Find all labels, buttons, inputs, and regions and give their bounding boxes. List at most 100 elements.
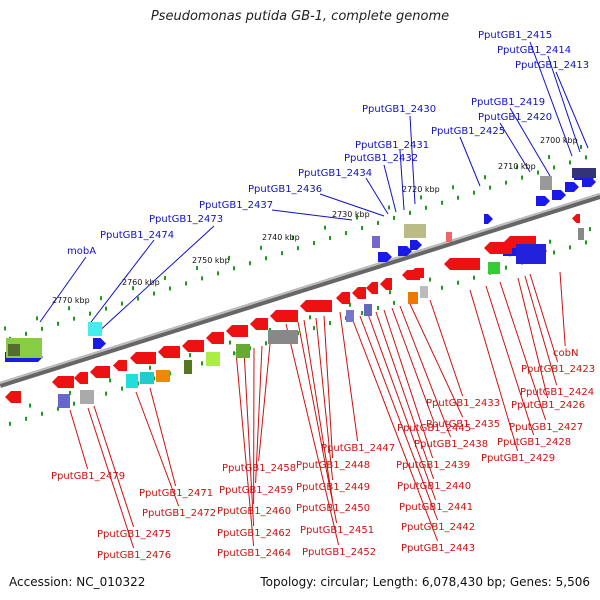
gene-label: PputGB1_2415 [478, 30, 552, 41]
outer-tick-lower [121, 387, 123, 391]
outer-tick-upper [297, 246, 299, 250]
ruler-labels: 2700 kbp2710 kbp2720 kbp2730 kbp2740 kbp… [52, 136, 578, 305]
gene-label: PputGB1_2473 [149, 214, 223, 225]
callout-line [94, 406, 134, 527]
gene-label: PputGB1_2424 [520, 387, 594, 398]
gene-labels: PputGB1_2415PputGB1_2414PputGB1_2413Pput… [51, 30, 595, 561]
gene-label: PputGB1_2448 [296, 460, 370, 471]
outer-tick-upper [521, 176, 523, 180]
minus-gene-arrow [300, 300, 332, 312]
minus-gene-arrow [90, 366, 110, 378]
gene-label: PputGB1_2451 [300, 525, 374, 536]
gene-label: PputGB1_2440 [397, 481, 471, 492]
outer-tick-upper-major [100, 296, 102, 300]
gene-label: PputGB1_2460 [217, 506, 291, 517]
callout-line [340, 312, 358, 441]
ruler-label: 2770 kbp [52, 296, 90, 305]
outer-tick-upper [105, 307, 107, 311]
outer-tick-upper-major [196, 266, 198, 270]
outer-tick-upper [505, 181, 507, 185]
outer-tick-lower [105, 392, 107, 396]
outer-tick-upper [377, 221, 379, 225]
outer-tick-upper [361, 226, 363, 230]
outer-tick-upper [553, 165, 555, 169]
outer-tick-lower [553, 250, 555, 254]
feature-block [540, 176, 552, 190]
outer-tick-lower-major [589, 227, 591, 231]
feature-block [8, 344, 20, 356]
backbone-line [0, 196, 600, 385]
outer-tick-upper [153, 291, 155, 295]
outer-tick-upper [441, 201, 443, 205]
minus-gene-arrow [52, 376, 74, 388]
outer-tick-upper [457, 196, 459, 200]
gene-label: PputGB1_2443 [401, 543, 475, 554]
gene-label: PputGB1_2431 [355, 140, 429, 151]
callout-line [384, 310, 433, 458]
gene-label: PputGB1_2429 [481, 453, 555, 464]
outer-tick-upper-major [36, 316, 38, 320]
outer-tick-upper [329, 236, 331, 240]
feature-block [572, 168, 596, 178]
outer-tick-upper [201, 276, 203, 280]
outer-tick-upper [265, 256, 267, 260]
feature-block [156, 370, 170, 382]
minus-gene-arrow [380, 278, 392, 290]
minus-gene-arrow [366, 282, 378, 294]
outer-tick-upper [425, 206, 427, 210]
outer-tick-upper [73, 317, 75, 321]
gene-label: PputGB1_2420 [478, 112, 552, 123]
gene-label: PputGB1_2428 [497, 437, 571, 448]
outer-tick-lower-major [389, 290, 391, 294]
outer-tick-lower [9, 422, 11, 426]
minus-gene-arrow [572, 214, 580, 223]
gene-label: PputGB1_2434 [298, 168, 372, 179]
feature-block [140, 372, 154, 384]
outer-tick-upper [185, 281, 187, 285]
outer-tick-lower [441, 286, 443, 290]
outer-tick-upper [537, 171, 539, 175]
ruler-label: 2730 kbp [332, 210, 370, 219]
minus-gene-arrow [182, 340, 204, 352]
outer-tick-upper-major [452, 185, 454, 189]
callout-line [460, 137, 480, 186]
outer-tick-upper [249, 261, 251, 265]
ruler-label: 2720 kbp [402, 185, 440, 194]
ruler-label: 2750 kbp [192, 256, 230, 265]
outer-tick-upper-major [164, 276, 166, 280]
outer-tick-upper-major [580, 145, 582, 149]
outer-tick-upper [281, 251, 283, 255]
gene-label: PputGB1_2442 [401, 522, 475, 533]
outer-tick-upper [121, 302, 123, 306]
outer-tick-lower-major [229, 341, 231, 345]
outer-tick-lower-major [149, 366, 151, 370]
gene-label: PputGB1_2419 [471, 97, 545, 108]
gene-label: PputGB1_2458 [222, 463, 296, 474]
gene-label: PputGB1_2471 [139, 488, 213, 499]
outer-tick-upper [25, 332, 27, 336]
outer-tick-lower-major [549, 240, 551, 244]
outer-tick-lower [585, 240, 587, 244]
feature-block [516, 244, 546, 264]
gene-label: PputGB1_2432 [344, 153, 418, 164]
minus-gene-arrow [113, 360, 127, 371]
feature-block [184, 360, 192, 374]
gene-label: PputGB1_2462 [217, 528, 291, 539]
minus-gene-arrow [336, 292, 350, 304]
gene-label: PputGB1_2447 [321, 443, 395, 454]
callout-line [560, 272, 565, 346]
feature-block [88, 322, 102, 336]
outer-tick-lower [313, 326, 315, 330]
gene-label: PputGB1_2441 [399, 502, 473, 513]
gene-label: PputGB1_2474 [100, 230, 174, 241]
outer-tick-upper [585, 155, 587, 159]
plus-gene-arrow [410, 240, 422, 250]
outer-tick-upper [57, 322, 59, 326]
feature-block [404, 224, 426, 238]
gene-label: PputGB1_2464 [217, 548, 291, 559]
outer-tick-upper [41, 327, 43, 331]
callout-line [304, 320, 333, 501]
feature-block [236, 344, 250, 358]
outer-tick-upper [489, 186, 491, 190]
minus-gene-arrow [352, 287, 366, 299]
